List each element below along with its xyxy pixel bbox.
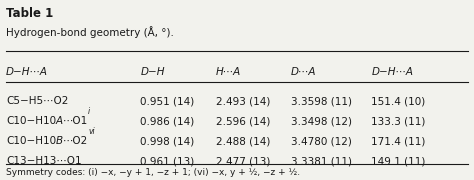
Text: 133.3 (11): 133.3 (11) xyxy=(371,116,426,126)
Text: C10−H10: C10−H10 xyxy=(6,116,56,126)
Text: 0.951 (14): 0.951 (14) xyxy=(140,96,195,106)
Text: 3.4780 (12): 3.4780 (12) xyxy=(291,136,352,146)
Text: Table 1: Table 1 xyxy=(6,7,54,20)
Text: i: i xyxy=(88,107,90,116)
Text: D−H: D−H xyxy=(140,68,165,77)
Text: B: B xyxy=(56,136,63,146)
Text: H⋯A: H⋯A xyxy=(216,68,241,77)
Text: C10−H10: C10−H10 xyxy=(6,136,56,146)
Text: 3.3498 (12): 3.3498 (12) xyxy=(291,116,352,126)
Text: C13−H13⋯O1: C13−H13⋯O1 xyxy=(6,156,82,166)
Text: 2.493 (14): 2.493 (14) xyxy=(216,96,270,106)
Text: vi: vi xyxy=(88,127,95,136)
Text: 3.3598 (11): 3.3598 (11) xyxy=(291,96,352,106)
Text: ⋯O1: ⋯O1 xyxy=(63,116,88,126)
Text: 0.961 (13): 0.961 (13) xyxy=(140,156,195,166)
Text: Symmetry codes: (i) −x, −y + 1, −z + 1; (vi) −x, y + ½, −z + ½.: Symmetry codes: (i) −x, −y + 1, −z + 1; … xyxy=(6,168,300,177)
Text: ⋯O2: ⋯O2 xyxy=(63,136,88,146)
Text: 2.477 (13): 2.477 (13) xyxy=(216,156,270,166)
Text: 151.4 (10): 151.4 (10) xyxy=(371,96,426,106)
Text: D⋯A: D⋯A xyxy=(291,68,317,77)
Text: 0.998 (14): 0.998 (14) xyxy=(140,136,195,146)
Text: 2.596 (14): 2.596 (14) xyxy=(216,116,270,126)
Text: 2.488 (14): 2.488 (14) xyxy=(216,136,270,146)
Text: 149.1 (11): 149.1 (11) xyxy=(371,156,426,166)
Text: C5−H5⋯O2: C5−H5⋯O2 xyxy=(6,96,68,106)
Text: D−H⋯A: D−H⋯A xyxy=(6,68,48,77)
Text: A: A xyxy=(56,116,63,126)
Text: 0.986 (14): 0.986 (14) xyxy=(140,116,195,126)
Text: D−H⋯A: D−H⋯A xyxy=(371,68,413,77)
Text: 3.3381 (11): 3.3381 (11) xyxy=(291,156,352,166)
Text: Hydrogen-bond geometry (Å, °).: Hydrogen-bond geometry (Å, °). xyxy=(6,26,174,38)
Text: 171.4 (11): 171.4 (11) xyxy=(371,136,426,146)
